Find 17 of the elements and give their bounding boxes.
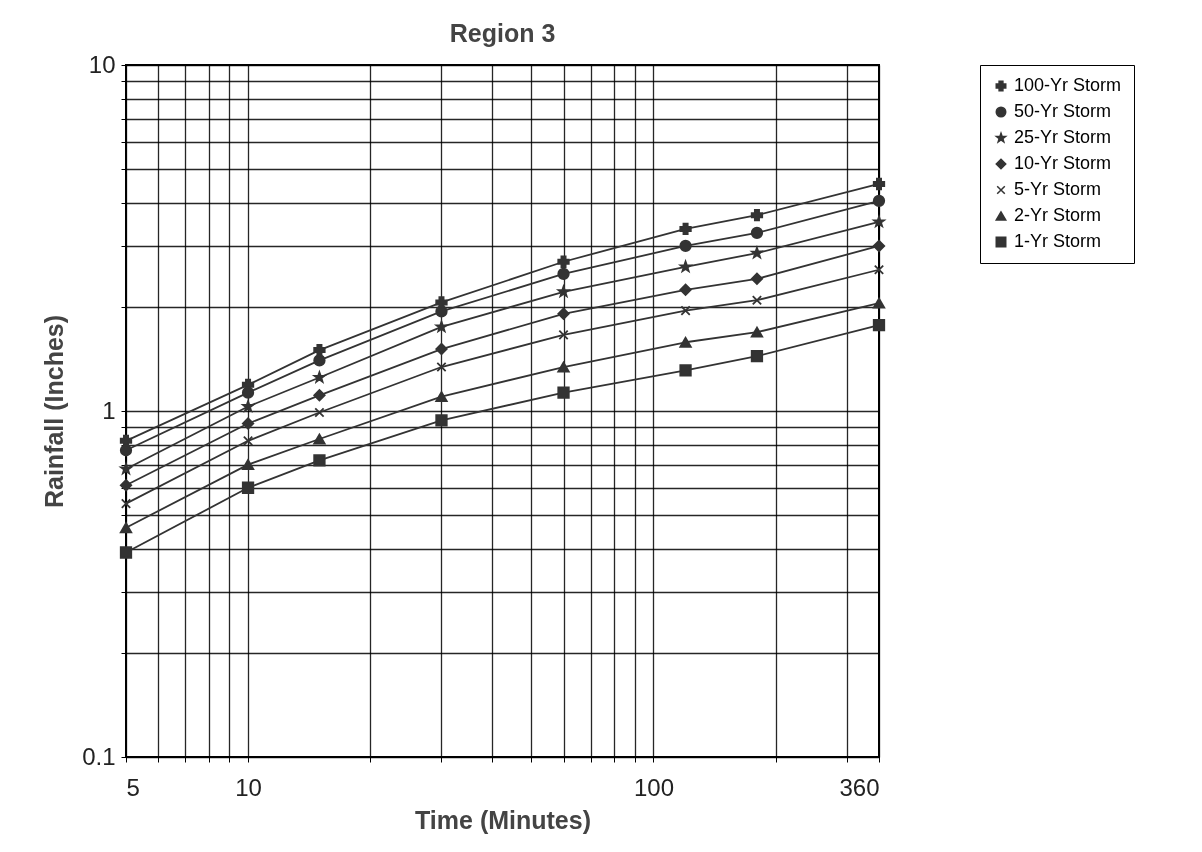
legend-label: 1-Yr Storm xyxy=(1014,231,1102,251)
legend-label: 50-Yr Storm xyxy=(1014,101,1112,121)
legend-label: 2-Yr Storm xyxy=(1014,205,1102,225)
y-tick-label: 1 xyxy=(102,396,116,424)
x-tick-label: 10 xyxy=(235,773,262,801)
x-tick-label: 5 xyxy=(126,773,140,801)
y-tick-label: 10 xyxy=(88,50,116,78)
y-tick-label: 0.1 xyxy=(82,742,116,770)
legend-label: 10-Yr Storm xyxy=(1014,153,1112,173)
x-tick-label: 360 xyxy=(839,773,880,801)
legend-label: 100-Yr Storm xyxy=(1014,75,1122,95)
legend-label: 25-Yr Storm xyxy=(1014,127,1112,147)
chart-title: Region 3 xyxy=(449,19,556,47)
x-axis-title: Time (Minutes) xyxy=(415,805,591,834)
legend-label: 5-Yr Storm xyxy=(1014,179,1102,199)
x-tick-label: 100 xyxy=(633,773,674,801)
y-axis-title: Rainfall (Inches) xyxy=(40,314,69,509)
